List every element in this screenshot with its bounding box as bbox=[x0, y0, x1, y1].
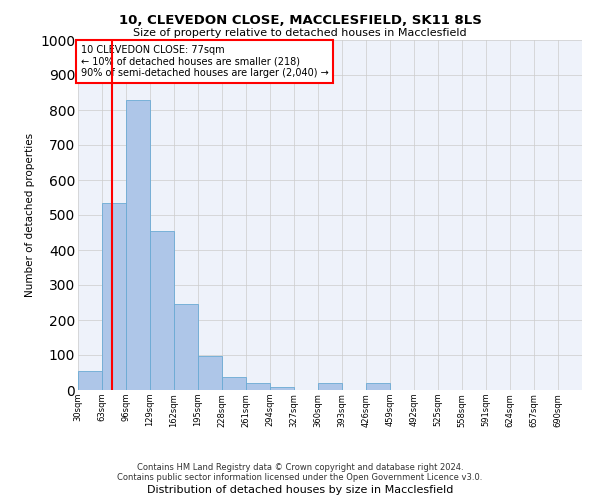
Bar bbox=[198, 356, 222, 390]
Bar bbox=[150, 231, 174, 390]
Bar bbox=[222, 377, 246, 390]
Text: 10, CLEVEDON CLOSE, MACCLESFIELD, SK11 8LS: 10, CLEVEDON CLOSE, MACCLESFIELD, SK11 8… bbox=[119, 14, 481, 27]
Text: 10 CLEVEDON CLOSE: 77sqm
← 10% of detached houses are smaller (218)
90% of semi-: 10 CLEVEDON CLOSE: 77sqm ← 10% of detach… bbox=[80, 46, 328, 78]
Bar bbox=[270, 386, 294, 390]
Bar bbox=[78, 371, 102, 390]
Bar bbox=[318, 383, 342, 390]
Bar bbox=[174, 304, 198, 390]
Y-axis label: Number of detached properties: Number of detached properties bbox=[25, 133, 35, 297]
Bar bbox=[366, 383, 390, 390]
Text: Size of property relative to detached houses in Macclesfield: Size of property relative to detached ho… bbox=[133, 28, 467, 38]
Bar bbox=[126, 100, 150, 390]
Text: Distribution of detached houses by size in Macclesfield: Distribution of detached houses by size … bbox=[147, 485, 453, 495]
Text: Contains HM Land Registry data © Crown copyright and database right 2024.: Contains HM Land Registry data © Crown c… bbox=[137, 464, 463, 472]
Text: Contains public sector information licensed under the Open Government Licence v3: Contains public sector information licen… bbox=[118, 474, 482, 482]
Bar bbox=[246, 383, 270, 390]
Bar bbox=[102, 203, 126, 390]
